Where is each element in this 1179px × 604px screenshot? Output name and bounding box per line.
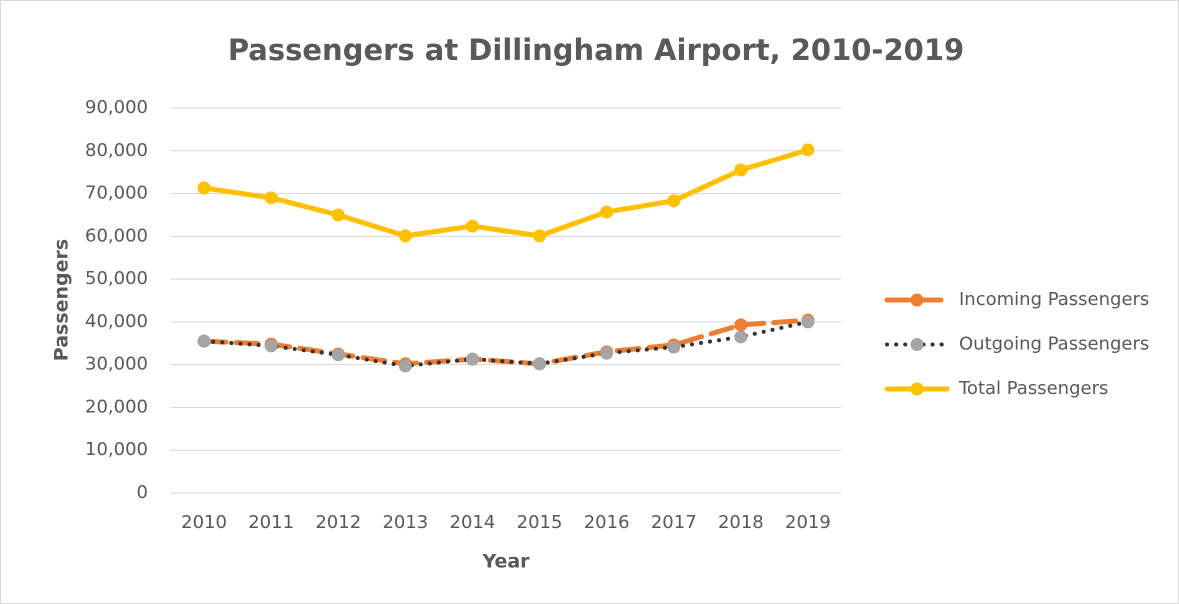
chart-title: Passengers at Dillingham Airport, 2010-2… [228,33,964,67]
data-point [465,219,479,233]
y-tick-label: 90,000 [85,97,148,118]
x-tick-label: 2013 [382,512,428,533]
data-point [801,315,815,329]
data-point [264,191,278,205]
y-tick-label: 50,000 [85,268,148,289]
data-point [667,340,681,354]
legend-marker [910,293,924,307]
legend-marker [910,338,924,351]
x-tick-label: 2011 [248,512,294,533]
series-line [202,319,810,368]
y-axis-title: Passengers [51,239,73,361]
data-point [264,339,278,353]
legend-label: Outgoing Passengers [959,334,1149,355]
legend-label: Total Passengers [958,378,1108,399]
y-tick-label: 70,000 [85,183,148,204]
y-tick-label: 0 [137,482,148,503]
x-tick-label: 2012 [315,512,361,533]
legend-label: Incoming Passengers [959,289,1149,310]
y-tick-label: 20,000 [85,396,148,417]
data-point [533,229,547,243]
x-tick-label: 2017 [651,512,697,533]
data-point [734,163,748,177]
data-point [801,143,815,157]
data-point [533,357,547,371]
data-point [398,229,412,243]
x-tick-label: 2016 [584,512,630,533]
y-tick-label: 10,000 [85,439,148,460]
data-point [398,359,412,373]
x-tick-label: 2010 [181,512,227,533]
x-tick-label: 2015 [517,512,563,533]
data-point [331,348,345,362]
x-axis-title: Year [481,551,530,573]
x-tick-label: 2014 [450,512,496,533]
data-point [197,334,211,348]
x-tick-label: 2018 [718,512,764,533]
data-point [197,181,211,195]
data-point [734,318,748,332]
series-line [201,147,811,239]
data-point [331,208,345,222]
x-tick-label: 2019 [785,512,831,533]
data-point [667,194,681,208]
y-tick-label: 40,000 [85,311,148,332]
y-tick-label: 30,000 [85,354,148,375]
y-tick-label: 60,000 [85,225,148,246]
legend-marker [910,382,924,396]
data-point [600,205,614,219]
data-point [600,346,614,360]
y-tick-label: 80,000 [85,140,148,161]
data-point [465,352,479,366]
data-point [734,330,748,344]
